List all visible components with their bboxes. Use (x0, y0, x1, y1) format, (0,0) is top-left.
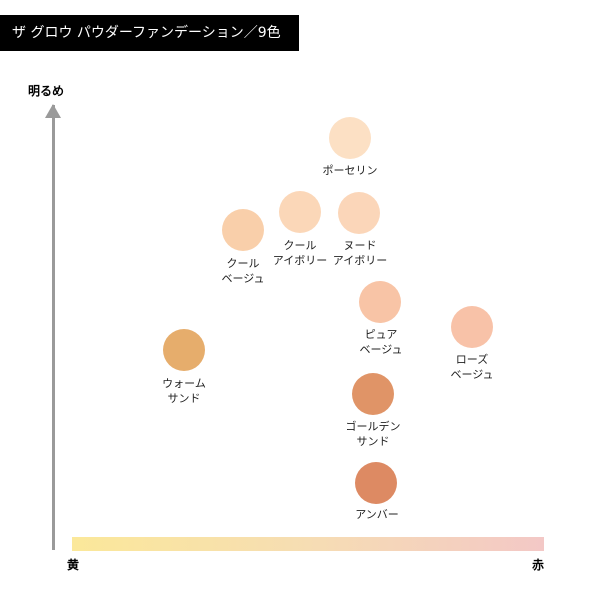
label-cool-ivory: クール アイボリー (273, 238, 327, 268)
x-axis-left-label: 黄 (67, 558, 80, 572)
label-rose-beige: ローズ ベージュ (450, 352, 493, 382)
label-line: ヌード (343, 239, 377, 252)
label-line: ベージュ (221, 272, 265, 285)
up-arrow-icon (45, 104, 61, 118)
label-cool-beige: クール ベージュ (221, 256, 264, 286)
label-amber: アンバー (355, 507, 399, 522)
swatch-porcelain (329, 117, 371, 159)
label-line: アイボリー (272, 254, 328, 267)
x-axis-gradient-band (72, 537, 544, 551)
label-line: ポーセリン (322, 164, 378, 177)
swatch-rose-beige (451, 306, 493, 348)
label-line: ピュア (364, 328, 398, 341)
y-axis-line (52, 105, 55, 550)
label-line: サンド (167, 392, 201, 405)
label-line: サンド (356, 435, 390, 448)
label-warm-sand: ウォーム サンド (162, 376, 206, 406)
label-line: ローズ (455, 353, 489, 366)
swatch-cool-beige (222, 209, 264, 251)
label-line: ベージュ (359, 343, 403, 356)
swatch-golden-sand (352, 373, 394, 415)
y-axis-label: 明るめ (28, 84, 65, 98)
label-nude-ivory: ヌード アイボリー (333, 238, 387, 268)
x-axis-right-label: 赤 (532, 558, 545, 572)
label-golden-sand: ゴールデン サンド (346, 419, 401, 449)
label-line: クール (226, 257, 260, 270)
swatch-amber (355, 462, 397, 504)
label-porcelain: ポーセリン (323, 163, 378, 178)
label-line: ウォーム (162, 377, 206, 390)
page-title: ザ グロウ パウダーファンデーション／9色 (0, 15, 299, 51)
swatch-nude-ivory (338, 192, 380, 234)
label-line: ゴールデン (345, 420, 401, 433)
label-line: アイボリー (332, 254, 388, 267)
label-line: クール (283, 239, 317, 252)
label-line: ベージュ (450, 368, 494, 381)
label-line: アンバー (355, 508, 399, 521)
swatch-warm-sand (163, 329, 205, 371)
label-pure-beige: ピュア ベージュ (359, 327, 402, 357)
swatch-cool-ivory (279, 191, 321, 233)
swatch-pure-beige (359, 281, 401, 323)
